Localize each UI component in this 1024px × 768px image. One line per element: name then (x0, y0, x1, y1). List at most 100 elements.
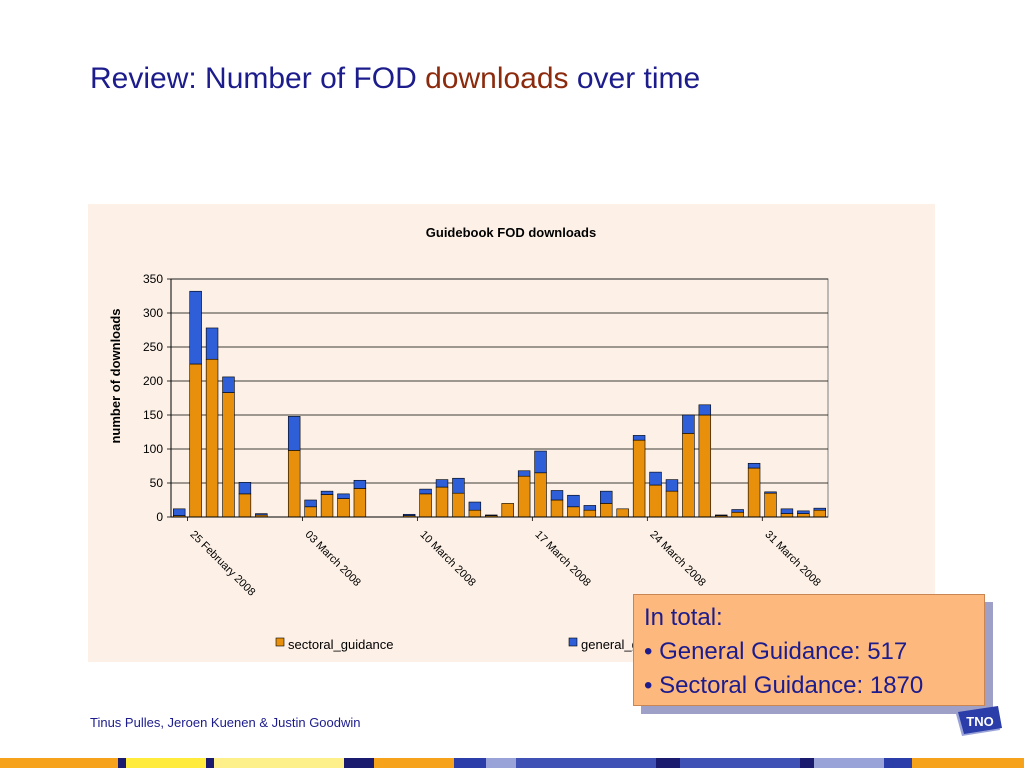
x-tick-label: 10 March 2008 (417, 529, 477, 589)
x-tick-label: 24 March 2008 (647, 529, 707, 589)
bar-sectoral (813, 509, 827, 518)
bar-sectoral (583, 509, 597, 518)
chart-panel: Guidebook FOD downloads number of downlo… (88, 204, 935, 662)
bar-general (682, 414, 695, 434)
bar-general (517, 470, 531, 477)
legend-swatch-sectoral (275, 637, 285, 647)
tno-logo: TNO (956, 706, 1002, 736)
bar-general (698, 404, 712, 416)
bar-sectoral (205, 358, 219, 518)
y-tick-label: 0 (156, 510, 163, 524)
legend-label-sectoral: sectoral_guidance (288, 637, 394, 652)
bar-sectoral (780, 513, 794, 518)
y-tick-label: 150 (143, 408, 163, 422)
bar-general (189, 290, 202, 365)
bar-sectoral (682, 433, 695, 518)
callout-sectoral-total: • Sectoral Guidance: 1870 (644, 672, 924, 699)
slide-title: Review: Number of FOD downloads over tim… (90, 62, 700, 96)
x-tick-label: 17 March 2008 (532, 529, 592, 589)
y-tick-label: 300 (143, 306, 163, 320)
bar-general (813, 507, 827, 511)
bar-sectoral (419, 493, 432, 518)
bar-general (764, 491, 777, 494)
bar-sectoral (797, 513, 810, 518)
y-tick-label: 350 (143, 272, 163, 286)
y-tick-label: 50 (150, 476, 164, 490)
bar-general (419, 488, 432, 495)
bar-general (402, 513, 416, 516)
bar-general (600, 490, 613, 504)
callout-heading: In total: (644, 604, 723, 631)
bar-general (550, 490, 564, 501)
footer-authors: Tinus Pulles, Jeroen Kuenen & Justin Goo… (90, 715, 361, 730)
axis-layer: 0 50 100 150 200 250 300 350 25 February 2008 03 … (143, 272, 828, 599)
totals-callout: In total: • General Guidance: 517 • Sect… (633, 594, 985, 706)
bar-general (485, 514, 498, 516)
bar-sectoral (189, 363, 202, 518)
bar-general (583, 505, 597, 511)
bar-general (435, 479, 449, 488)
plot-area (170, 278, 829, 518)
bar-sectoral (435, 486, 449, 518)
bar-general (731, 509, 744, 513)
bar-sectoral (747, 467, 761, 518)
bar-sectoral (632, 439, 646, 518)
bar-sectoral (665, 490, 679, 518)
bar-general (172, 508, 186, 516)
bar-sectoral (222, 392, 235, 518)
bar-general (649, 471, 662, 486)
grid-layer (170, 278, 829, 518)
bar-sectoral (567, 506, 580, 518)
logo-text: TNO (966, 714, 993, 729)
bar-sectoral (731, 511, 744, 518)
chart-title: Guidebook FOD downloads (426, 225, 596, 240)
bar-general (567, 494, 580, 508)
y-tick-label: 100 (143, 442, 163, 456)
bar-general (287, 416, 301, 451)
bar-general (320, 490, 334, 495)
bar-sectoral (534, 472, 547, 518)
bar-general (238, 482, 252, 495)
bar-general (468, 501, 482, 511)
bar-general (205, 327, 219, 360)
bar-sectoral (550, 499, 564, 518)
bar-general (715, 514, 728, 516)
bar-sectoral (320, 494, 334, 518)
bar-general (337, 493, 350, 499)
y-tick-label: 200 (143, 374, 163, 388)
bar-general (797, 510, 810, 514)
legend-swatch-general (568, 637, 578, 647)
bar-general (747, 462, 761, 469)
bar-sectoral (468, 509, 482, 518)
y-axis-label: number of downloads (108, 308, 123, 443)
y-tick-label: 250 (143, 340, 163, 354)
bar-sectoral (616, 508, 629, 518)
bar-sectoral (517, 475, 531, 518)
bar-sectoral (238, 493, 252, 518)
bar-general (304, 499, 317, 508)
bar-sectoral (452, 492, 465, 518)
bar-general (452, 477, 465, 494)
bar-sectoral (764, 492, 777, 518)
bar-general (353, 479, 367, 489)
bar-general (665, 479, 679, 492)
bar-layer (172, 290, 827, 518)
bar-general (534, 450, 547, 474)
x-tick-label: 31 March 2008 (762, 529, 822, 589)
bar-sectoral (600, 503, 613, 518)
x-tick-label: 03 March 2008 (302, 529, 362, 589)
bottom-color-bar (0, 758, 1024, 768)
x-tick-label: 25 February 2008 (188, 529, 258, 599)
title-part-3: over time (568, 62, 701, 95)
callout-general-total: • General Guidance: 517 (644, 638, 908, 665)
bar-sectoral (649, 484, 662, 518)
bar-sectoral (698, 414, 712, 518)
bar-sectoral (304, 506, 317, 518)
bar-general (222, 376, 235, 393)
bar-sectoral (501, 503, 514, 518)
bar-general (632, 435, 646, 441)
title-highlight: downloads (425, 62, 569, 95)
bar-sectoral (337, 498, 350, 518)
title-part-1: Review: Number of FOD (90, 62, 426, 95)
legend: sectoral_guidance general_guidance (275, 637, 684, 652)
